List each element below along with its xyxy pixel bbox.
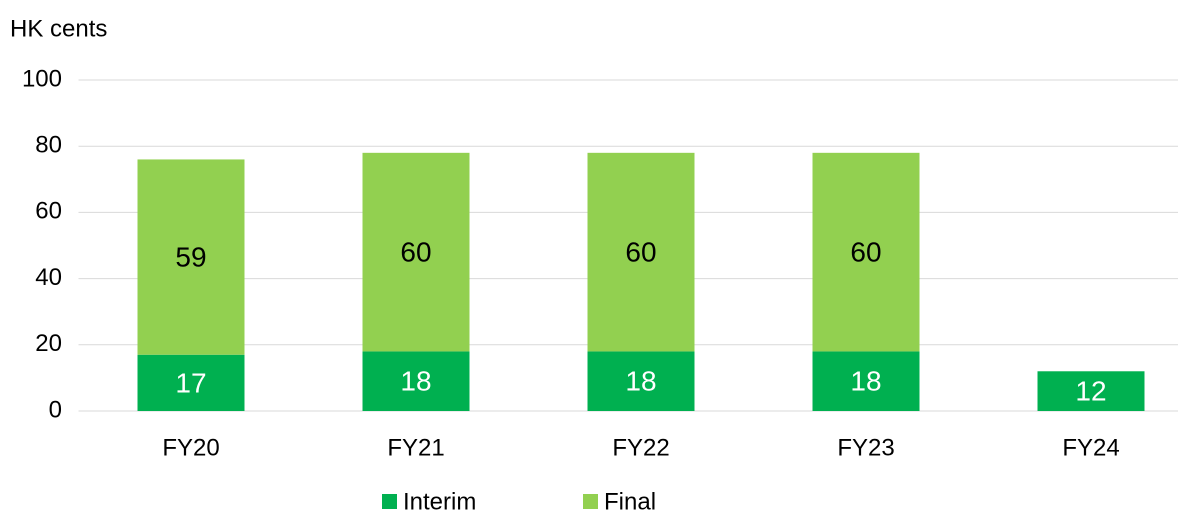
y-axis-label: HK cents bbox=[10, 15, 107, 42]
x-tick-label: FY21 bbox=[387, 434, 444, 461]
value-label: 60 bbox=[625, 237, 656, 268]
value-label: 17 bbox=[175, 367, 206, 398]
y-tick-label: 60 bbox=[35, 198, 62, 225]
bar-segment bbox=[812, 351, 920, 411]
y-tick-label: 0 bbox=[49, 396, 62, 423]
x-tick-label: FY23 bbox=[837, 434, 894, 461]
value-label: 18 bbox=[400, 366, 431, 397]
bar-segment bbox=[137, 159, 245, 355]
x-tick-label: FY22 bbox=[612, 434, 669, 461]
bar-segment bbox=[587, 351, 695, 411]
y-tick-label: 80 bbox=[35, 132, 62, 159]
bar-segment bbox=[137, 354, 245, 411]
value-label: 12 bbox=[1075, 376, 1106, 407]
x-tick-label: FY24 bbox=[1062, 434, 1119, 461]
value-label: 18 bbox=[625, 366, 656, 397]
legend-swatch bbox=[583, 494, 598, 509]
bar-segment bbox=[812, 152, 920, 352]
bar-segment bbox=[1037, 371, 1145, 411]
y-tick-label: 20 bbox=[35, 330, 62, 357]
legend-label: Interim bbox=[403, 488, 476, 515]
legend-swatch bbox=[382, 494, 397, 509]
bar-segment bbox=[587, 152, 695, 352]
value-label: 60 bbox=[850, 237, 881, 268]
bar-segment bbox=[362, 152, 470, 352]
y-tick-label: 40 bbox=[35, 264, 62, 291]
bar-segment bbox=[362, 351, 470, 411]
legend-label: Final bbox=[604, 488, 656, 515]
x-tick-label: FY20 bbox=[162, 434, 219, 461]
value-label: 60 bbox=[400, 237, 431, 268]
y-tick-label: 100 bbox=[22, 65, 62, 92]
value-label: 18 bbox=[850, 366, 881, 397]
value-label: 59 bbox=[175, 241, 206, 272]
